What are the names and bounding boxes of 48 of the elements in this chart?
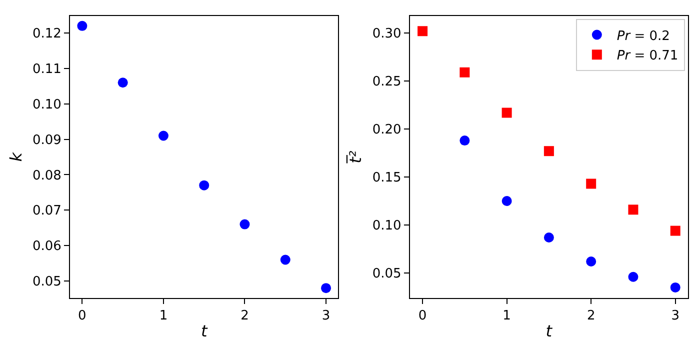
- point: [199, 180, 210, 190]
- x-tick-label: 3: [671, 308, 680, 324]
- point: [670, 226, 680, 236]
- x-tick-label: 0: [78, 308, 86, 324]
- x-tick-label: 3: [322, 308, 330, 324]
- y-tick-label: 0.20: [372, 122, 402, 138]
- y-tick-label: 0.09: [32, 132, 62, 148]
- y-tick-label: 0.25: [372, 74, 402, 90]
- point: [77, 20, 88, 31]
- point: [460, 136, 470, 146]
- y-tick-label: 0.12: [32, 26, 62, 42]
- point: [460, 67, 470, 78]
- point: [280, 254, 290, 265]
- point: [586, 178, 596, 189]
- x-tick-label: 2: [240, 308, 249, 324]
- x-tick-label: 1: [159, 308, 168, 324]
- x-tick-label: 1: [502, 308, 511, 324]
- x-axis-title: t: [200, 321, 208, 340]
- point: [544, 146, 554, 156]
- point: [628, 204, 638, 215]
- legend-label: Pr = 0.71: [616, 48, 678, 64]
- point: [158, 130, 168, 141]
- point: [502, 196, 512, 206]
- y-tick-label: 0.07: [32, 204, 62, 219]
- point: [670, 282, 680, 292]
- legend-label: Pr = 0.2: [616, 28, 670, 44]
- point: [240, 219, 250, 230]
- point: [586, 256, 596, 267]
- point: [418, 26, 428, 36]
- point: [544, 232, 554, 243]
- y-axis-title: t̅²: [345, 150, 366, 164]
- y-tick-label: 0.10: [372, 218, 402, 234]
- y-tick-label: 0.11: [32, 62, 62, 77]
- point: [118, 78, 128, 88]
- y-axis-title: k: [6, 152, 26, 162]
- y-tick-label: 0.08: [32, 168, 62, 184]
- y-tick-label: 0.10: [32, 97, 62, 112]
- y-tick-label: 0.15: [372, 170, 402, 186]
- y-tick-label: 0.05: [32, 274, 62, 290]
- x-tick-label: 0: [418, 308, 427, 324]
- y-tick-label: 0.05: [372, 266, 402, 282]
- y-tick-label: 0.06: [32, 239, 62, 254]
- point: [321, 283, 332, 294]
- y-tick-label: 0.30: [372, 26, 402, 42]
- point: [628, 272, 638, 282]
- point: [502, 108, 512, 118]
- x-axis-title: t: [546, 321, 553, 340]
- x-tick-label: 2: [586, 308, 596, 324]
